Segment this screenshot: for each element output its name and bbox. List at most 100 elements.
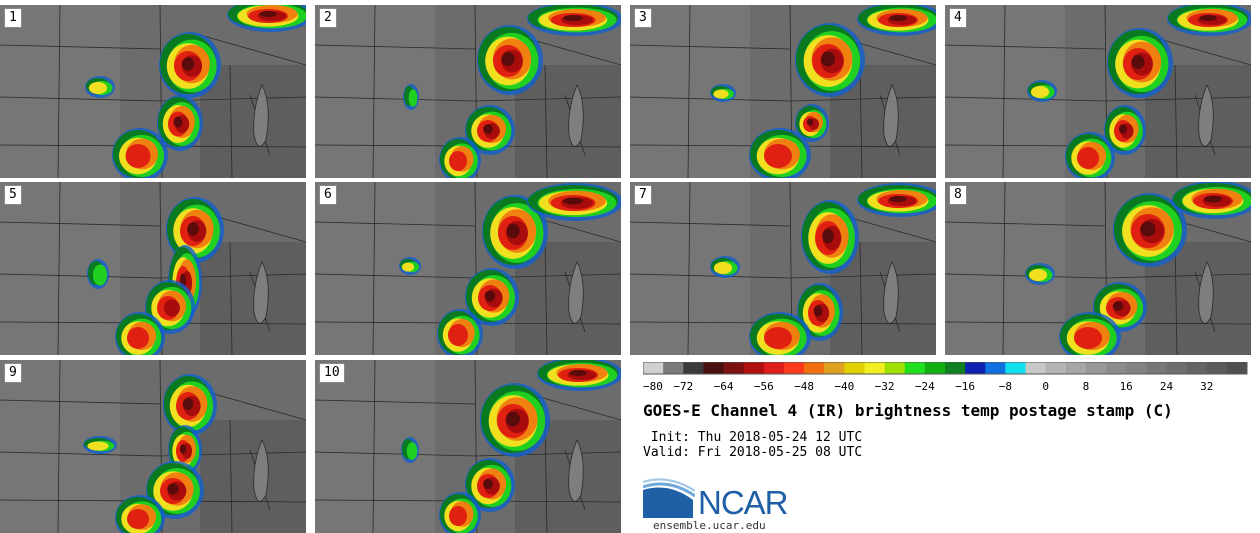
state-boundary: [945, 44, 1106, 50]
cloud-cluster: [749, 312, 811, 355]
colorbar-swatch: [1025, 362, 1047, 374]
cloud-cluster: [1113, 193, 1187, 267]
ir-map: [945, 182, 1251, 355]
cloud-cluster: [465, 105, 515, 155]
cloud-layer: [1204, 195, 1222, 203]
cloud-layer: [822, 228, 834, 244]
state-boundary: [315, 399, 476, 405]
colorbar-swatch: [723, 362, 745, 374]
colorbar-tick-label: −8: [999, 380, 1012, 393]
state-boundary: [687, 182, 691, 355]
cloud-layer: [448, 324, 468, 346]
colorbar-swatch: [703, 362, 725, 374]
ncar-logo-icon: [643, 478, 695, 518]
lake-outline: [568, 439, 584, 502]
cloud-cluster: [157, 95, 203, 151]
cloud-cluster: [439, 492, 481, 533]
cloud-cluster: [801, 200, 859, 274]
cloud-layer: [713, 89, 729, 99]
cloud-layer: [713, 261, 733, 275]
member-panel-1: 1: [0, 5, 306, 178]
panel-number: 6: [319, 185, 337, 205]
state-boundary: [630, 221, 791, 227]
colorbar-swatch: [965, 362, 986, 374]
colorbar-tick-label: −64: [714, 380, 734, 393]
state-boundary: [544, 419, 548, 533]
colorbar-tick-label: −32: [875, 380, 895, 393]
cloud-cluster: [465, 458, 515, 512]
cloud-layer: [764, 327, 792, 349]
state-boundary: [372, 5, 376, 178]
colorbar-tick-label: −48: [794, 380, 814, 393]
cloud-cluster: [401, 437, 419, 463]
cloud-cluster: [403, 84, 419, 110]
ir-map: [0, 360, 306, 533]
colorbar-swatch: [1005, 362, 1027, 374]
ncar-logo-text: NCAR: [698, 484, 789, 521]
cloud-cluster: [146, 461, 204, 519]
colorbar-swatch: [1065, 362, 1087, 374]
colorbar-tick-label: 0: [1042, 380, 1049, 393]
colorbar-swatch: [884, 362, 906, 374]
state-boundary: [0, 44, 161, 50]
cloud-cluster: [465, 268, 519, 326]
cloud-cluster: [1107, 28, 1173, 98]
cloud-cluster: [710, 84, 736, 102]
colorbar-swatch: [1085, 362, 1107, 374]
cloud-cluster: [1167, 5, 1251, 36]
cloud-cluster: [1104, 105, 1146, 155]
cloud-layer: [483, 124, 493, 134]
lake-outline: [253, 84, 269, 147]
colorbar-tick-label: −16: [955, 380, 975, 393]
ir-map: [630, 5, 936, 178]
cloud-cluster: [797, 283, 843, 341]
colorbar-swatch: [763, 362, 785, 374]
colorbar-swatch: [1206, 362, 1228, 374]
colorbar-swatch: [1045, 362, 1067, 374]
cloud-cluster: [159, 32, 221, 98]
terrain-shade: [200, 420, 306, 533]
state-boundary: [229, 241, 233, 355]
cloud-layer: [889, 195, 907, 203]
cloud-cluster: [83, 436, 117, 454]
state-boundary: [544, 64, 548, 178]
state-boundary: [1174, 241, 1178, 355]
panel-number: 4: [949, 8, 967, 28]
cloud-cluster: [1025, 263, 1055, 285]
cloud-layer: [563, 197, 583, 205]
state-boundary: [372, 360, 376, 533]
cloud-cluster: [1065, 132, 1115, 178]
panel-number: 2: [319, 8, 337, 28]
member-panel-7: 7: [630, 182, 936, 355]
colorbar-swatch: [683, 362, 704, 374]
cloud-layer: [1131, 54, 1145, 70]
cloud-layer: [127, 327, 149, 349]
terrain-shade: [200, 242, 306, 355]
cloud-cluster: [145, 280, 195, 334]
cloud-layer: [1074, 327, 1102, 349]
temperature-colorbar: −80 −72 −64 −56 −48 −40 −32 −24 −16 −8 0 8 16 24 32: [643, 362, 1248, 393]
colorbar-swatch: [743, 362, 765, 374]
ir-map: [315, 360, 621, 533]
cloud-cluster: [399, 257, 421, 275]
cloud-cluster: [527, 183, 621, 221]
cloud-layer: [127, 509, 149, 529]
cloud-cluster: [480, 383, 550, 457]
colorbar-tick-label: −24: [915, 380, 935, 393]
colorbar-swatch: [804, 362, 825, 374]
colorbar-tick-label: −80: [643, 380, 663, 393]
cloud-layer: [179, 444, 187, 454]
member-panel-3: 3: [630, 5, 936, 178]
terrain-shade: [200, 65, 306, 178]
cloud-layer: [187, 222, 199, 236]
colorbar-swatch: [663, 362, 684, 374]
lake-outline: [568, 261, 584, 324]
state-boundary: [199, 389, 306, 421]
state-boundary: [1002, 5, 1006, 178]
cloud-layer: [401, 262, 415, 272]
cloud-cluster: [85, 76, 115, 98]
cloud-layer: [125, 144, 151, 168]
cloud-cluster: [1059, 312, 1121, 355]
cloud-layer: [820, 51, 836, 67]
cloud-layer: [1028, 268, 1048, 282]
